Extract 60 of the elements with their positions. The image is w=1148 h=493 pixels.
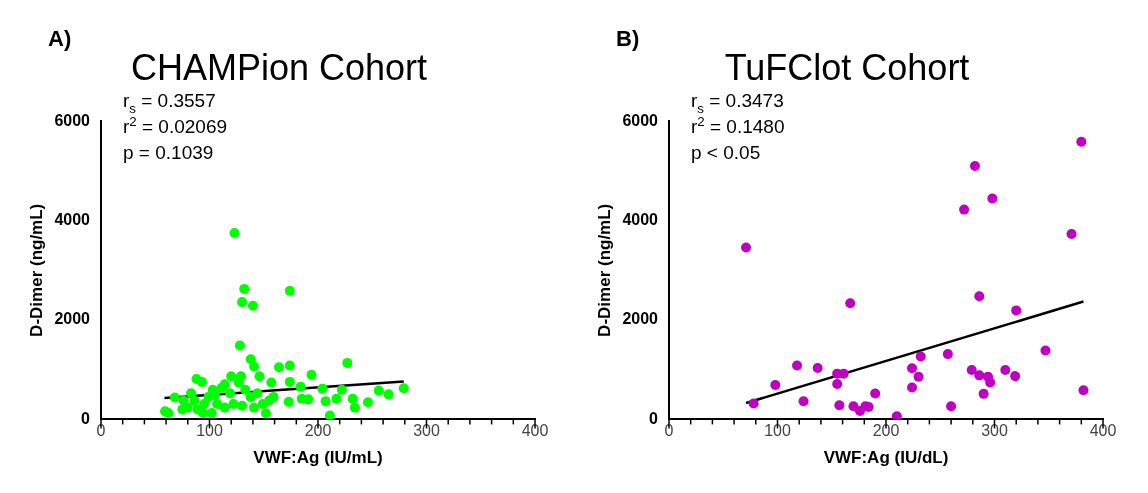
- text: B): [616, 26, 640, 51]
- point: [870, 388, 881, 399]
- chart-title: CHAMPion Cohort: [130, 46, 428, 88]
- point: [1066, 229, 1077, 240]
- y-tick-label: 2000: [54, 310, 91, 328]
- point: [946, 401, 957, 412]
- x-tick-label: 400: [521, 422, 549, 440]
- point: [987, 193, 998, 204]
- point: [913, 371, 924, 382]
- x-tick-label: 100: [764, 422, 791, 440]
- y-tick-label: 4000: [54, 211, 91, 229]
- point: [832, 378, 843, 389]
- point: [978, 388, 989, 399]
- y-tick-label: 2000: [622, 310, 659, 328]
- point: [834, 400, 845, 411]
- point: [907, 382, 918, 393]
- annotation: p < 0.05: [690, 142, 761, 164]
- x-tick-label: 200: [872, 422, 900, 440]
- point: [1076, 136, 1087, 147]
- point: [915, 351, 926, 362]
- point: [1011, 305, 1022, 316]
- x-tick-label: 300: [981, 422, 1008, 440]
- point: [974, 291, 985, 302]
- point: [966, 365, 977, 376]
- y-tick-label: 6000: [622, 111, 659, 129]
- x-tick-label: 0: [664, 422, 674, 440]
- point: [748, 398, 759, 409]
- point: [969, 160, 980, 171]
- chart-title: TuFClot Cohort: [724, 46, 970, 88]
- point: [1040, 345, 1051, 356]
- x-tick-label: 400: [1089, 422, 1117, 440]
- point: [1078, 385, 1089, 396]
- x-tick-label: 200: [304, 422, 332, 440]
- point: [942, 349, 953, 360]
- point: [812, 362, 823, 373]
- point: [907, 363, 918, 374]
- point: [1010, 371, 1021, 382]
- point: [792, 360, 803, 371]
- point: [891, 411, 902, 420]
- x-axis-title: VWF:Ag (IU/dL): [823, 448, 949, 468]
- y-tick-label: 0: [81, 409, 91, 427]
- annotation: p = 0.1039: [122, 142, 214, 164]
- x-axis-title: VWF:Ag (IU/mL): [253, 448, 383, 468]
- point: [741, 242, 752, 253]
- point: [985, 377, 996, 388]
- y-tick-label: 4000: [622, 211, 659, 229]
- x-tick-label: 100: [196, 422, 223, 440]
- y-axis-title: D-Dimer (ng/mL): [26, 203, 46, 337]
- y-axis-title: D-Dimer (ng/mL): [594, 203, 614, 337]
- text: A): [48, 26, 72, 51]
- y-tick-label: 6000: [54, 111, 91, 129]
- point: [1000, 365, 1011, 376]
- point: [959, 204, 970, 215]
- point: [798, 396, 809, 407]
- x-tick-label: 300: [413, 422, 440, 440]
- point: [845, 298, 856, 309]
- x-tick-label: 0: [96, 422, 106, 440]
- point: [770, 379, 781, 390]
- point: [974, 370, 985, 381]
- y-tick-label: 0: [649, 409, 659, 427]
